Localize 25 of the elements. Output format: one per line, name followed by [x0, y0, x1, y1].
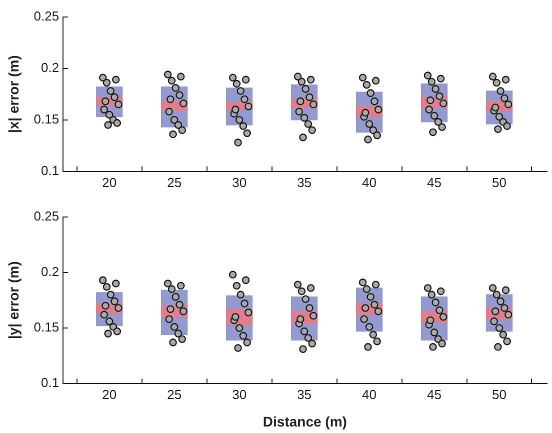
x-tick-label: 50 [492, 174, 506, 190]
y-tick-label: 0.25 [34, 208, 60, 224]
y-tick-label: 0.15 [34, 320, 60, 335]
y-tick-label: 0.2 [41, 60, 60, 75]
x-tick-label: 20 [102, 386, 117, 402]
y-tick-label: 0.1 [41, 375, 60, 390]
x-tick-label: 50 [492, 386, 506, 402]
x-tick-label: 30 [232, 386, 247, 402]
x-tick-label: 45 [427, 386, 442, 402]
y-axis-title: |y| error (m) [5, 261, 22, 340]
x-tick-label: 35 [297, 174, 312, 190]
y-tick-label: 0.25 [34, 8, 60, 24]
x-tick-label: 45 [427, 174, 442, 190]
y-tick-label: 0.1 [41, 162, 60, 178]
x-tick-label: 25 [167, 386, 182, 402]
x-tick-label: 25 [167, 174, 182, 190]
y-tick-label: 0.2 [41, 264, 60, 279]
x-tick-label: 40 [362, 174, 377, 190]
x-axis-title: Distance (m) [262, 413, 347, 430]
x-tick-label: 30 [232, 174, 247, 190]
y-tick-label: 0.15 [34, 111, 60, 126]
x-tick-label: 20 [102, 174, 117, 190]
y-axis-title: |x| error (m) [5, 55, 22, 134]
x-tick-label: 40 [362, 386, 377, 402]
x-tick-label: 35 [297, 386, 312, 402]
